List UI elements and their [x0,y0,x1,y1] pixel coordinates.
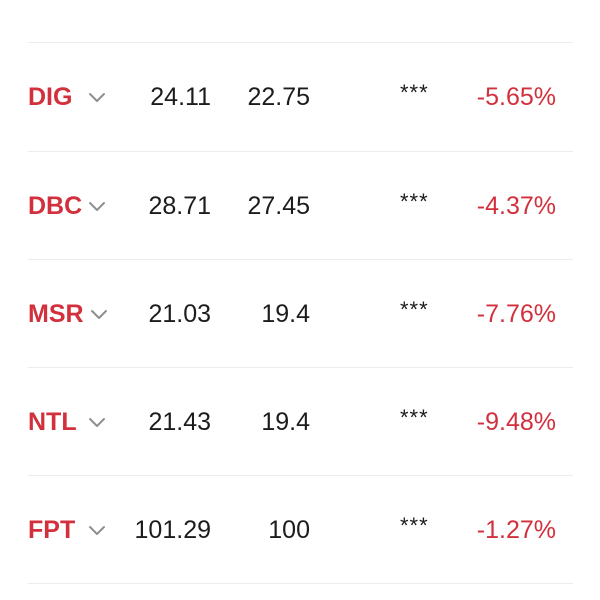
masked-value: *** [400,405,429,430]
price-value-1: 28.71 [148,192,211,220]
divider [28,151,573,152]
price-value-2: 19.4 [261,408,310,436]
stock-symbol[interactable]: DIG [28,83,73,111]
chevron-down-icon[interactable] [86,195,108,217]
divider [28,259,573,260]
list-item[interactable]: NTL 21.43 19.4 *** -9.48% [0,368,600,476]
stock-symbol[interactable]: DBC [28,192,83,220]
divider [28,367,573,368]
price-value-2: 22.75 [247,83,310,111]
chevron-down-icon[interactable] [86,86,108,108]
divider [28,475,573,476]
percent-change: -4.37% [476,192,556,220]
divider [28,583,573,584]
list-item[interactable]: MSR 21.03 19.4 *** -7.76% [0,260,600,368]
price-value-2: 19.4 [261,300,310,328]
masked-value: *** [400,513,429,538]
price-value-1: 21.03 [148,300,211,328]
percent-change: -5.65% [476,83,556,111]
percent-change: -9.48% [476,408,556,436]
price-value-1: 101.29 [134,516,211,544]
chevron-down-icon[interactable] [88,303,110,325]
stock-symbol[interactable]: NTL [28,408,77,436]
stock-symbol[interactable]: FPT [28,516,76,544]
divider [28,42,573,43]
price-value-1: 21.43 [148,408,211,436]
chevron-down-icon[interactable] [86,411,108,433]
list-item[interactable]: FPT 101.29 100 *** -1.27% [0,476,600,584]
price-value-2: 27.45 [247,192,310,220]
list-item[interactable]: DBC 28.71 27.45 *** -4.37% [0,152,600,260]
masked-value: *** [400,297,429,322]
masked-value: *** [400,80,429,105]
list-item[interactable]: DIG 24.11 22.75 *** -5.65% [0,43,600,151]
price-value-1: 24.11 [150,83,211,111]
stock-symbol[interactable]: MSR [28,300,84,328]
price-value-2: 100 [268,516,310,544]
chevron-down-icon[interactable] [86,519,108,541]
percent-change: -7.76% [476,300,556,328]
masked-value: *** [400,189,429,214]
percent-change: -1.27% [476,516,556,544]
